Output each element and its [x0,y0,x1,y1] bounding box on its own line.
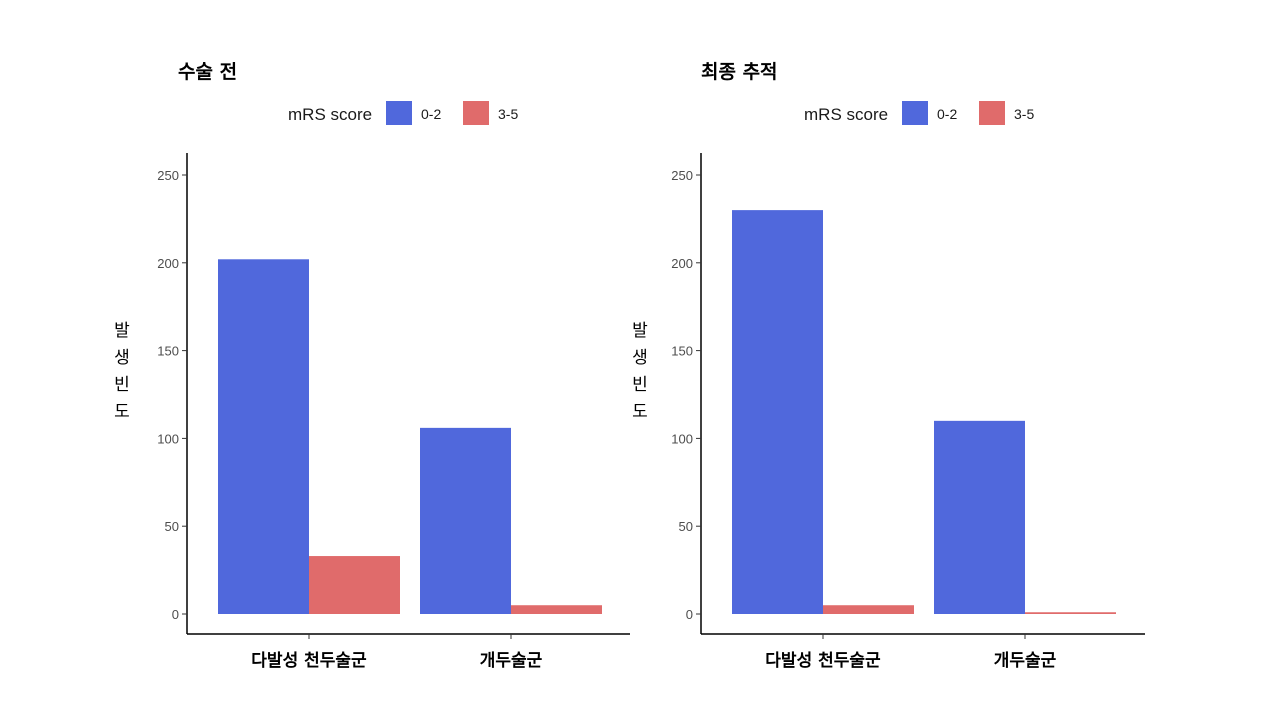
y-tick-label: 200 [671,256,693,271]
y-tick-label: 250 [157,168,179,183]
bar-3-5-2 [1025,612,1116,614]
chart-panel-1: 수술 전 mRS score 0-2 3-5 0 50 100 150 200 250 발 생 빈 도다발… [114,61,630,671]
legend-key-3-5 [463,101,489,125]
bar-0-2-1 [218,259,309,614]
legend-label: 3-5 [498,106,518,122]
y-tick-label: 0 [172,607,179,622]
y-tick-label: 100 [157,431,179,446]
y-tick-label: 250 [671,168,693,183]
bar-3-5-2 [511,605,602,614]
legend-label: 3-5 [1014,106,1034,122]
x-tick-label: 개두술군 [994,651,1057,671]
y-tick-label: 100 [671,431,693,446]
bar-3-5-1 [309,556,400,614]
y-tick-label: 50 [679,519,693,534]
legend-key-0-2 [386,101,412,125]
legend-label: 0-2 [421,106,441,122]
y-tick-label: 0 [686,607,693,622]
x-tick-label: 다발성 천두술군 [765,651,881,671]
legend: mRS score 0-2 3-5 [288,101,518,125]
chart-title: 최종 추적 [701,61,778,83]
chart-panel-2: 최종 추적 mRS score 0-2 3-5 0 50 100 150 200 250 발 생 빈 도다… [632,61,1145,671]
bar-0-2-2 [934,420,1025,614]
legend: mRS score 0-2 3-5 [804,101,1034,125]
y-tick-label: 200 [157,256,179,271]
bar-3-5-1 [823,605,914,614]
legend-key-3-5 [979,101,1005,125]
legend-key-0-2 [902,101,928,125]
chart-title: 수술 전 [178,61,237,83]
y-tick-label: 50 [165,519,179,534]
bar-0-2-1 [732,210,823,614]
legend-label: 0-2 [937,106,957,122]
legend-title: mRS score [804,105,888,124]
x-tick-label: 다발성 천두술군 [251,651,367,671]
y-tick-label: 150 [157,344,179,359]
x-tick-label: 개두술군 [480,651,543,671]
bar-0-2-2 [420,427,511,614]
y-tick-label: 150 [671,344,693,359]
legend-title: mRS score [288,105,372,124]
